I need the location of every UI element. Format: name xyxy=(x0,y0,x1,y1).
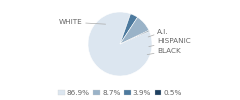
Wedge shape xyxy=(88,12,152,76)
Text: A.I.: A.I. xyxy=(148,29,168,37)
Wedge shape xyxy=(120,30,149,44)
Text: WHITE: WHITE xyxy=(59,19,106,25)
Text: BLACK: BLACK xyxy=(147,48,180,55)
Wedge shape xyxy=(120,14,138,44)
Text: HISPANIC: HISPANIC xyxy=(149,38,191,47)
Wedge shape xyxy=(120,17,149,44)
Legend: 86.9%, 8.7%, 3.9%, 0.5%: 86.9%, 8.7%, 3.9%, 0.5% xyxy=(57,89,183,96)
